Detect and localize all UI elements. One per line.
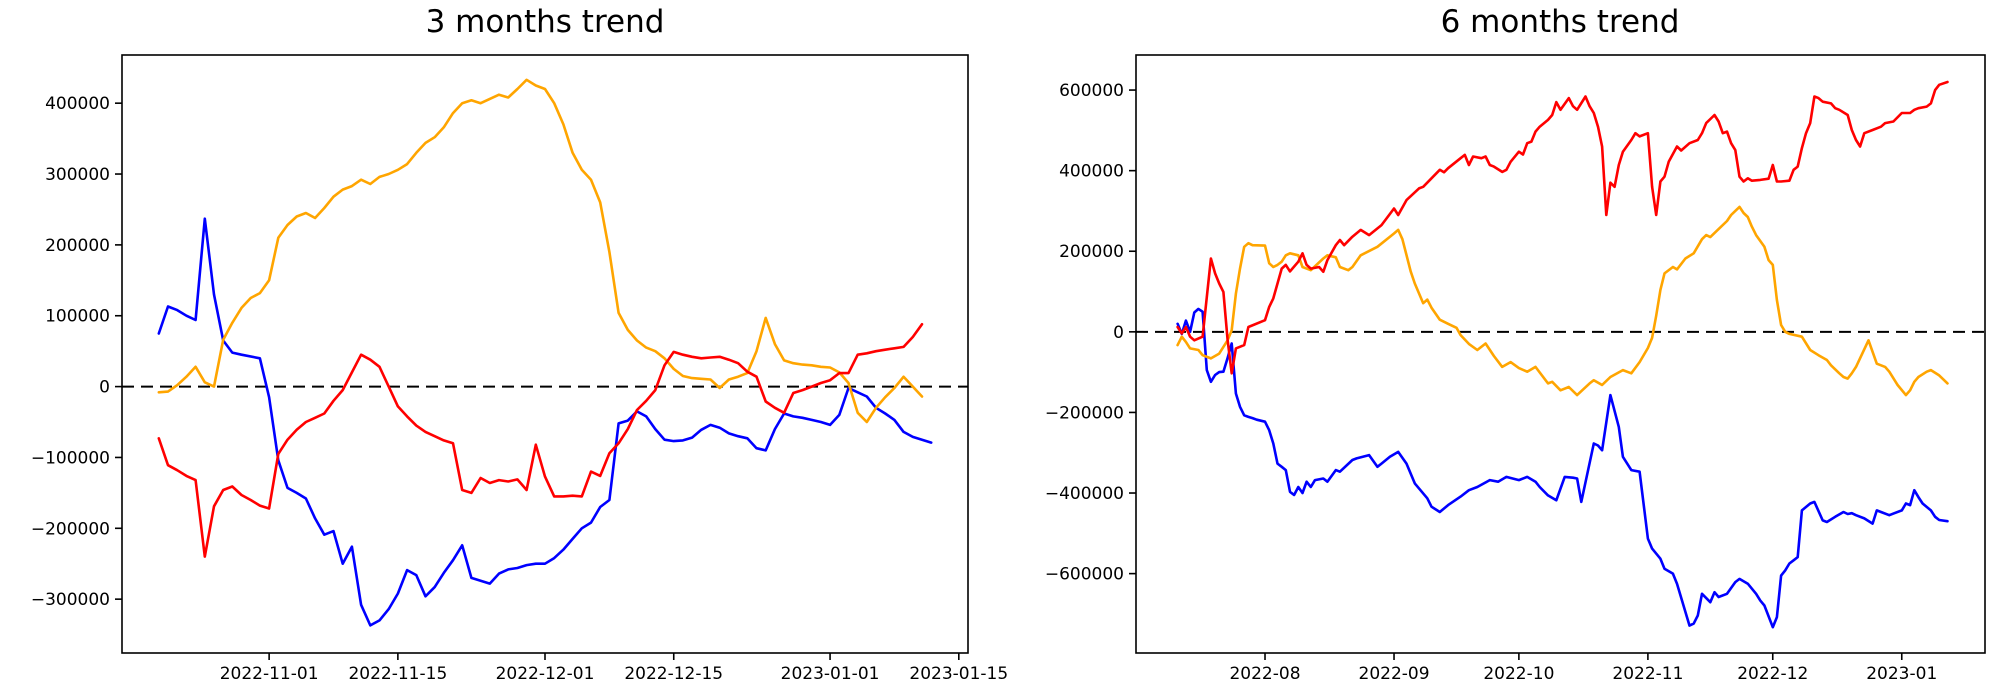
- blue-series-line: [157, 217, 933, 627]
- x-tick-label: 2022-12-01: [496, 664, 595, 684]
- x-tick-label: 2022-10: [1483, 664, 1554, 684]
- y-tick-label: −200000: [31, 519, 110, 539]
- y-tick-label: 0: [99, 378, 110, 398]
- y-tick-label: 300000: [45, 165, 110, 185]
- axes-frame: [1135, 54, 1986, 654]
- y-tick-label: −100000: [31, 448, 110, 468]
- chart-6-months-trend: 600000 400000 200000 0 −200000 −400000 −600000…: [1045, 54, 1986, 684]
- red-series-line: [157, 322, 924, 558]
- chart-3-months-trend: 400000 300000 200000 100000 0 −100000 −200000 −…: [31, 54, 1008, 684]
- orange-series-line: [1176, 205, 1949, 397]
- x-tick-label: 2023-01-15: [909, 664, 1008, 684]
- right-chart-title: 6 months trend: [1440, 4, 1680, 40]
- x-tick-label: 2022-12-15: [624, 664, 723, 684]
- x-tick-label: 2022-12: [1737, 664, 1808, 684]
- x-tick-label: 2023-01-01: [781, 664, 880, 684]
- y-tick-label: 200000: [45, 236, 110, 256]
- left-chart-title: 3 months trend: [425, 4, 665, 40]
- blue-series-line: [1176, 307, 1949, 629]
- x-tick-label: 2022-11: [1612, 664, 1683, 684]
- orange-series-line: [157, 78, 924, 424]
- x-tick-label: 2022-11-01: [220, 664, 319, 684]
- y-tick-label: −600000: [1045, 565, 1124, 585]
- x-tick-label: 2022-09: [1359, 664, 1430, 684]
- red-series-line: [1176, 80, 1949, 375]
- y-tick-label: 0: [1113, 323, 1124, 343]
- y-tick-label: −200000: [1045, 403, 1124, 423]
- x-tick-label: 2023-01: [1866, 664, 1937, 684]
- x-tick-label: 2022-11-15: [348, 664, 447, 684]
- y-tick-label: 400000: [45, 94, 110, 114]
- y-tick-label: 100000: [45, 307, 110, 327]
- x-tick-label: 2022-08: [1229, 664, 1300, 684]
- y-tick-label: 200000: [1059, 242, 1124, 262]
- y-tick-label: 400000: [1059, 162, 1124, 182]
- y-tick-label: −400000: [1045, 484, 1124, 504]
- y-tick-label: 600000: [1059, 81, 1124, 101]
- y-tick-label: −300000: [31, 590, 110, 610]
